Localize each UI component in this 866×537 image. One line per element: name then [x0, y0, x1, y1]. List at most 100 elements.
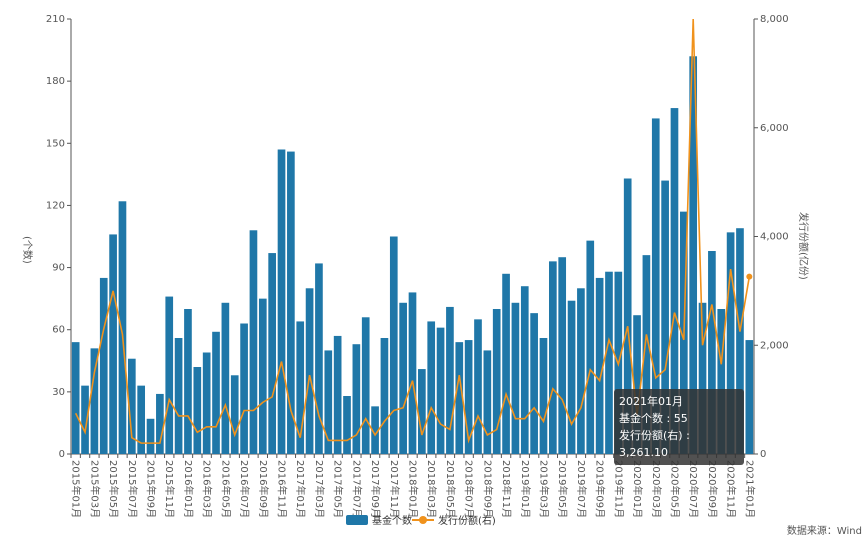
bar[interactable] — [698, 302, 707, 454]
legend-line-label: 发行份额(右) — [438, 516, 496, 527]
bar[interactable] — [577, 288, 585, 454]
bar[interactable] — [661, 180, 669, 455]
bar[interactable] — [305, 288, 314, 454]
bar[interactable] — [530, 313, 538, 454]
bar[interactable] — [184, 309, 192, 454]
y-right-axis-title: 发行份额(亿份) — [797, 212, 810, 280]
x-tick-label: 2015年05月 — [107, 460, 120, 518]
bar[interactable] — [165, 296, 174, 454]
x-tick-label: 2017年11月 — [388, 460, 401, 518]
bar[interactable] — [352, 344, 361, 454]
bar[interactable] — [605, 271, 613, 454]
bar[interactable] — [436, 327, 445, 454]
bar[interactable] — [324, 350, 333, 454]
bar[interactable] — [71, 342, 80, 454]
bar[interactable] — [427, 321, 436, 454]
bar[interactable] — [511, 302, 520, 454]
bar[interactable] — [726, 232, 735, 454]
bar[interactable] — [474, 319, 482, 454]
legend-bar-swatch — [346, 514, 368, 525]
bar[interactable] — [315, 263, 323, 454]
bar[interactable] — [549, 261, 557, 454]
bar[interactable] — [81, 385, 89, 454]
x-tick-label: 2019年09月 — [594, 460, 607, 518]
bar[interactable] — [268, 253, 276, 454]
bar[interactable] — [258, 298, 267, 454]
bar[interactable] — [240, 323, 248, 455]
bar[interactable] — [745, 340, 754, 454]
x-tick-label: 2018年05月 — [444, 460, 457, 518]
bar[interactable] — [539, 338, 548, 454]
bar[interactable] — [717, 309, 726, 454]
bar[interactable] — [343, 396, 351, 454]
x-tick-label: 2020年05月 — [668, 460, 681, 518]
x-tick-label: 2015年11月 — [163, 460, 176, 518]
bar[interactable] — [230, 375, 239, 454]
bar[interactable] — [202, 352, 211, 455]
bar[interactable] — [408, 292, 417, 454]
bar[interactable] — [333, 335, 342, 454]
bar[interactable] — [502, 273, 510, 454]
x-tick-label: 2018年07月 — [463, 460, 476, 518]
bar[interactable] — [221, 302, 230, 454]
legend-item-line[interactable]: 发行份额(右) — [412, 512, 496, 527]
x-tick-label: 2017年07月 — [350, 460, 363, 518]
x-tick-label: 2015年01月 — [70, 460, 83, 518]
bar[interactable] — [567, 300, 576, 454]
bar[interactable] — [558, 257, 567, 454]
bar[interactable] — [287, 151, 295, 455]
bar[interactable] — [296, 321, 305, 454]
bar[interactable] — [464, 340, 473, 454]
bar[interactable] — [586, 240, 595, 454]
bar[interactable] — [156, 393, 164, 454]
bar[interactable] — [492, 309, 501, 454]
bar[interactable] — [651, 118, 660, 454]
bar[interactable] — [127, 358, 136, 454]
tooltip-bar-value: 基金个数 : 55 — [619, 412, 688, 425]
x-tick-label: 2015年07月 — [126, 460, 139, 518]
bar[interactable] — [736, 228, 744, 454]
bar[interactable] — [361, 317, 370, 454]
bar[interactable] — [483, 350, 492, 454]
x-tick-label: 2018年11月 — [500, 460, 513, 518]
bar[interactable] — [99, 277, 108, 454]
tick-labels: 0 30 60 90 120 150 180 210 0 2,000 4,000 6,000 8,000… — [46, 14, 789, 518]
bar[interactable] — [137, 385, 146, 454]
bar[interactable] — [446, 306, 454, 454]
bar[interactable] — [380, 338, 389, 454]
x-tick-label: 2019年05月 — [556, 460, 569, 518]
bar[interactable] — [389, 236, 398, 455]
bar[interactable] — [399, 302, 407, 454]
x-tick-label: 2019年07月 — [575, 460, 588, 518]
bar[interactable] — [90, 348, 99, 454]
y-left-tick-label: 180 — [46, 76, 65, 87]
bar[interactable] — [670, 108, 679, 455]
bar[interactable] — [249, 230, 258, 454]
bar[interactable] — [623, 178, 632, 455]
bar[interactable] — [371, 406, 379, 454]
bar[interactable] — [455, 342, 464, 454]
bar[interactable] — [109, 234, 117, 454]
bar[interactable] — [418, 369, 426, 454]
bar[interactable] — [193, 367, 202, 454]
line-point-highlight[interactable] — [746, 273, 753, 280]
y-left-tick-label: 210 — [46, 14, 65, 25]
y-left-tick-label: 120 — [46, 200, 65, 211]
bar[interactable] — [708, 251, 716, 454]
bar[interactable] — [633, 315, 641, 454]
bar[interactable] — [689, 56, 698, 455]
bar[interactable] — [642, 255, 651, 454]
bar[interactable] — [174, 338, 183, 454]
bar[interactable] — [146, 418, 155, 454]
bar[interactable] — [118, 201, 127, 454]
bar[interactable] — [277, 149, 286, 455]
bar[interactable] — [595, 277, 604, 454]
x-tick-label: 2018年09月 — [481, 460, 494, 518]
bar[interactable] — [520, 286, 529, 454]
bar[interactable] — [212, 331, 220, 454]
x-tick-label: 2020年07月 — [687, 460, 700, 518]
legend-item-bar[interactable]: 基金个数 — [346, 512, 412, 527]
x-tick-label: 2016年01月 — [182, 460, 195, 518]
x-tick-label: 2016年03月 — [201, 460, 214, 518]
